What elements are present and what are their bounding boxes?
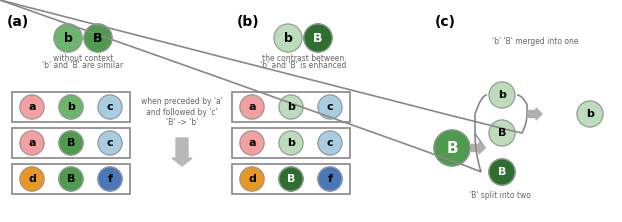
- FancyArrow shape: [471, 142, 485, 154]
- Circle shape: [20, 167, 44, 191]
- Circle shape: [318, 167, 342, 191]
- Text: 'B' split into two: 'B' split into two: [469, 190, 531, 200]
- Text: a: a: [248, 102, 256, 112]
- Text: B: B: [67, 138, 75, 148]
- Text: a: a: [28, 138, 35, 148]
- Text: B: B: [67, 174, 75, 184]
- Text: c: c: [107, 102, 113, 112]
- Circle shape: [304, 24, 332, 52]
- Text: c: c: [327, 138, 333, 148]
- Text: B: B: [287, 174, 295, 184]
- Text: without context: without context: [53, 54, 113, 63]
- Circle shape: [489, 120, 515, 146]
- Text: (c): (c): [435, 15, 455, 29]
- Circle shape: [98, 95, 122, 119]
- Circle shape: [59, 131, 83, 155]
- Circle shape: [279, 167, 303, 191]
- Text: B: B: [498, 128, 506, 138]
- Text: B: B: [446, 141, 458, 155]
- Circle shape: [240, 95, 264, 119]
- Circle shape: [98, 167, 122, 191]
- Text: 'b' 'B' merged into one: 'b' 'B' merged into one: [492, 38, 578, 46]
- Bar: [12, 128, 130, 158]
- Text: 'b' and 'B' are similar: 'b' and 'B' are similar: [42, 61, 124, 69]
- Circle shape: [489, 159, 515, 185]
- Text: f: f: [328, 174, 333, 184]
- Text: b: b: [498, 90, 506, 100]
- Text: d: d: [248, 174, 256, 184]
- Text: f: f: [108, 174, 113, 184]
- Text: when preceded by 'a'
and followed by 'c'
'B' -> 'b': when preceded by 'a' and followed by 'c'…: [141, 97, 223, 127]
- Text: (b): (b): [237, 15, 259, 29]
- Text: b: b: [284, 32, 292, 44]
- Text: b: b: [63, 32, 72, 44]
- Circle shape: [274, 24, 302, 52]
- Circle shape: [489, 82, 515, 108]
- Circle shape: [279, 95, 303, 119]
- Bar: [12, 164, 130, 194]
- Circle shape: [20, 95, 44, 119]
- Circle shape: [240, 167, 264, 191]
- Bar: [232, 128, 350, 158]
- Text: (a): (a): [7, 15, 29, 29]
- Bar: [232, 92, 350, 122]
- Text: the contrast between: the contrast between: [262, 54, 344, 63]
- FancyArrow shape: [528, 108, 542, 120]
- Text: B: B: [93, 32, 103, 44]
- Text: c: c: [327, 102, 333, 112]
- Text: d: d: [28, 174, 36, 184]
- Text: 'b' and 'B' is enhanced: 'b' and 'B' is enhanced: [260, 61, 346, 69]
- Text: b: b: [67, 102, 75, 112]
- Circle shape: [279, 131, 303, 155]
- Circle shape: [54, 24, 82, 52]
- Circle shape: [98, 131, 122, 155]
- Circle shape: [84, 24, 112, 52]
- Circle shape: [318, 131, 342, 155]
- Text: b: b: [586, 109, 594, 119]
- Text: a: a: [28, 102, 35, 112]
- Text: B: B: [313, 32, 323, 44]
- Text: b: b: [287, 138, 295, 148]
- Circle shape: [59, 167, 83, 191]
- Text: B: B: [498, 167, 506, 177]
- Text: b: b: [287, 102, 295, 112]
- Text: a: a: [248, 138, 256, 148]
- Circle shape: [20, 131, 44, 155]
- Circle shape: [240, 131, 264, 155]
- Bar: [232, 164, 350, 194]
- FancyArrow shape: [172, 138, 192, 166]
- Circle shape: [318, 95, 342, 119]
- Circle shape: [59, 95, 83, 119]
- Text: c: c: [107, 138, 113, 148]
- Circle shape: [434, 130, 470, 166]
- Bar: [12, 92, 130, 122]
- Circle shape: [577, 101, 603, 127]
